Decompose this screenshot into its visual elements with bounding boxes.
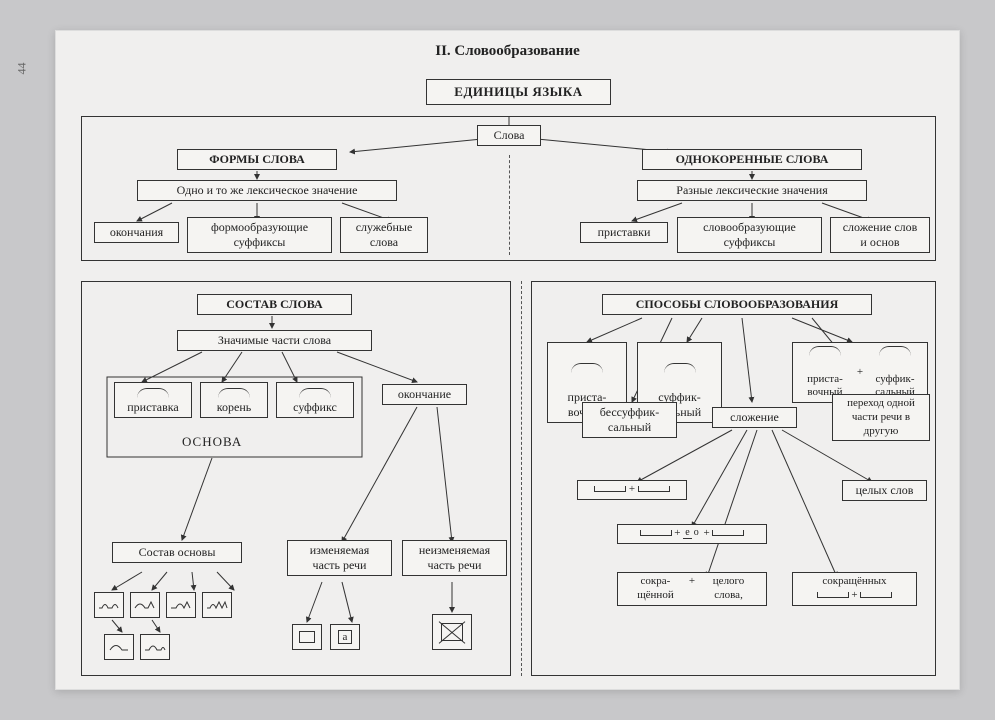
arc-icon	[218, 388, 250, 398]
right-leaf-1: словообразующие суффиксы	[677, 217, 822, 253]
sig-parts: Значимые части слова	[177, 330, 372, 351]
inflected: изменяемая часть речи	[287, 540, 392, 576]
forms-node: ФОРМЫ СЛОВА	[177, 149, 337, 170]
arc-icon	[879, 346, 911, 356]
stem-icon	[594, 486, 626, 492]
left-leaf-1: формообразующие суффиксы	[187, 217, 332, 253]
right-leaf-0: приставки	[580, 222, 668, 243]
stem-comp: Состав основы	[112, 542, 242, 563]
top-frame: Слова ФОРМЫ СЛОВА ОДНОКОРЕННЫЕ СЛОВА Одн…	[81, 116, 936, 261]
glyph-2	[130, 592, 160, 618]
part-2-label: суффикс	[293, 400, 337, 414]
arc-icon	[809, 346, 841, 356]
units-title: ЕДИНИЦЫ ЯЗЫКА	[426, 79, 611, 105]
uninflected: неизменяемая часть речи	[402, 540, 507, 576]
diff-meaning: Разные лексические значения	[637, 180, 867, 201]
arc-icon	[137, 388, 169, 398]
part-1: корень	[200, 382, 268, 418]
glyph-square	[292, 624, 322, 650]
glyph-5	[104, 634, 134, 660]
part-2: суффикс	[276, 382, 354, 418]
left-leaf-2: служебные слова	[340, 217, 428, 253]
stem-icon	[640, 530, 672, 536]
left-leaf-0: окончания	[94, 222, 179, 243]
ending: окончание	[382, 384, 467, 405]
stem-icon	[860, 592, 892, 598]
words-node: Слова	[477, 125, 541, 146]
part-0-label: приставка	[127, 400, 179, 414]
stem-label: ОСНОВА	[182, 434, 242, 450]
top-divider	[509, 155, 510, 255]
composition-title: СОСТАВ СЛОВА	[197, 294, 352, 315]
abbrev-label: сокращённых	[822, 575, 886, 587]
r2-2: переход одной части речи в другую	[832, 394, 930, 441]
glyph-6	[140, 634, 170, 660]
glyph-square-a: а	[330, 624, 360, 650]
whole-words: целых слов	[842, 480, 927, 501]
crossed-icon	[432, 614, 472, 650]
stem-icon	[817, 592, 849, 598]
reduced-label: сокра- щённой	[626, 575, 685, 603]
stem-icon	[638, 486, 670, 492]
abbrev: сокращённых +	[792, 572, 917, 606]
glyph-a-label: а	[338, 630, 353, 644]
glyph-1	[94, 592, 124, 618]
arc-icon	[299, 388, 331, 398]
part-0: приставка	[114, 382, 192, 418]
eo-bot: о	[692, 527, 701, 538]
right-leaf-2: сложение слов и основ	[830, 217, 930, 253]
cognates-node: ОДНОКОРЕННЫЕ СЛОВА	[642, 149, 862, 170]
lower-divider	[521, 281, 522, 676]
r2-0: бессуффик- сальный	[582, 402, 677, 438]
arc-icon	[571, 363, 603, 373]
glyph-4	[202, 592, 232, 618]
page-number: 44	[15, 63, 30, 75]
part-1-label: корень	[217, 400, 251, 414]
stem-icon	[712, 530, 744, 536]
right-panel: СПОСОБЫ СЛОВООБРАЗОВАНИЯ приста- вочный …	[531, 281, 936, 676]
arc-icon	[664, 363, 696, 373]
methods-title: СПОСОБЫ СЛОВООБРАЗОВАНИЯ	[602, 294, 872, 315]
same-meaning: Одно и то же лексическое значение	[137, 180, 397, 201]
glyph-3	[166, 592, 196, 618]
comp-plus-1: +	[577, 480, 687, 500]
reduced-whole: сокра- щённой + целого слова,	[617, 572, 767, 606]
eo-top: е	[683, 527, 691, 539]
whole-word-label: целого слова,	[699, 575, 758, 603]
comp-eo: + ео +	[617, 524, 767, 544]
square-icon	[299, 631, 315, 643]
r2-1: сложение	[712, 407, 797, 428]
left-panel: СОСТАВ СЛОВА Значимые части слова приста…	[81, 281, 511, 676]
section-title: II. Словообразование	[56, 31, 959, 66]
